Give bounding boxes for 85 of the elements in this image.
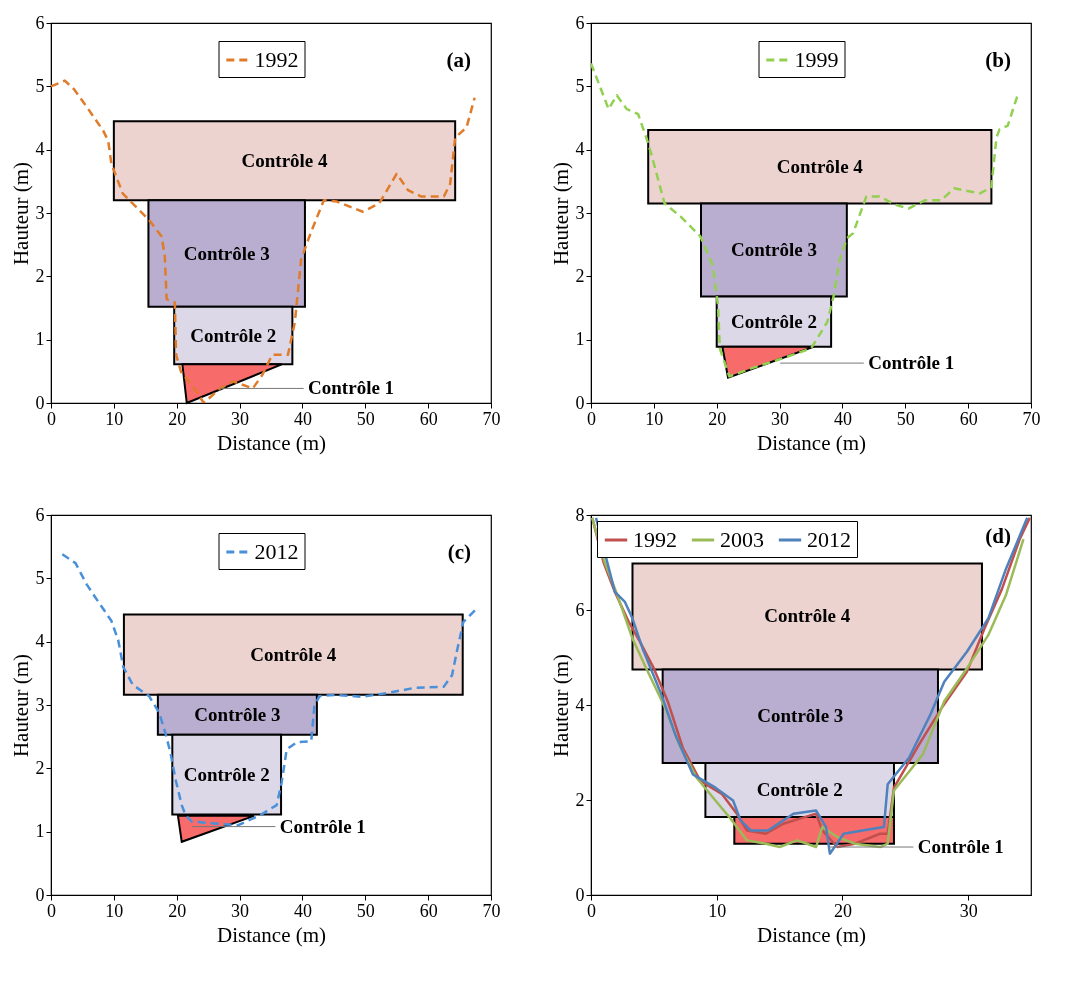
- text: (a): [446, 48, 471, 72]
- y-tick-label: 1: [575, 329, 585, 350]
- y-axis-title: Hauteur (m): [548, 653, 573, 758]
- y-tick-label: 6: [35, 504, 45, 525]
- x-tick-label: 20: [833, 900, 852, 921]
- line-series: [51, 79, 476, 403]
- y-tick-label: 2: [35, 757, 45, 778]
- annotation: Contrôle 1: [868, 352, 955, 374]
- x-tick-label: 50: [356, 408, 375, 429]
- y-tick-label: 0: [35, 884, 45, 905]
- y-tick-label: 8: [575, 504, 585, 525]
- text: (c): [447, 540, 471, 564]
- y-tick-label: 5: [35, 567, 45, 588]
- annotation: Contrôle 1: [279, 815, 366, 837]
- annotation: Contrôle 3: [194, 703, 281, 725]
- x-axis-title: Distance (m): [756, 430, 867, 455]
- x-tick-label: 40: [293, 900, 312, 921]
- annotation: Contrôle 2: [190, 324, 277, 346]
- y-tick-label: 3: [575, 202, 585, 223]
- x-tick-label: 50: [896, 408, 915, 429]
- y-tick-label: 1: [35, 821, 45, 842]
- legend-label: 2012: [254, 539, 299, 564]
- y-tick-label: 5: [575, 75, 585, 96]
- y-tick-label: 4: [575, 694, 585, 715]
- legend-label: 1992: [633, 527, 677, 552]
- y-tick-label: 2: [35, 265, 45, 286]
- y-axis-title: Hauteur (m): [8, 653, 33, 758]
- x-tick-label: 20: [168, 408, 187, 429]
- y-tick-label: 6: [35, 12, 45, 33]
- x-tick-label: 10: [105, 408, 124, 429]
- y-tick-label: 2: [575, 265, 585, 286]
- annotation: Contrôle 3: [730, 239, 817, 261]
- chart-title: (d): [985, 524, 1011, 548]
- x-tick-label: 30: [231, 900, 250, 921]
- annotation: Contrôle 2: [183, 763, 270, 785]
- x-tick-label: 70: [1022, 408, 1041, 429]
- y-axis-title: Hauteur (m): [8, 161, 33, 266]
- x-tick-label: 20: [708, 408, 727, 429]
- y-axis-title: Hauteur (m): [548, 161, 573, 266]
- y-tick-label: 2: [575, 789, 585, 810]
- x-tick-label: 30: [959, 900, 978, 921]
- annotation: Contrôle 2: [730, 310, 817, 332]
- y-tick-label: 0: [575, 392, 585, 413]
- annotation: Contrôle 4: [764, 605, 851, 627]
- x-tick-label: 50: [356, 900, 375, 921]
- annotation: Contrôle 4: [241, 149, 329, 171]
- annotation: Contrôle 3: [183, 242, 270, 264]
- annotation: Contrôle 3: [757, 705, 844, 727]
- x-tick-label: 30: [231, 408, 250, 429]
- x-tick-label: 60: [419, 900, 438, 921]
- text: (b): [985, 48, 1011, 72]
- y-tick-label: 6: [575, 599, 585, 620]
- legend-label: 2003: [720, 527, 764, 552]
- annotation: Contrôle 2: [756, 779, 843, 801]
- y-tick-label: 5: [35, 75, 45, 96]
- x-axis-title: Distance (m): [216, 430, 327, 455]
- y-tick-label: 4: [35, 139, 45, 160]
- y-tick-label: 6: [575, 12, 585, 33]
- x-axis-title: Distance (m): [216, 922, 327, 947]
- x-tick-label: 10: [645, 408, 664, 429]
- y-tick-label: 4: [575, 139, 585, 160]
- x-tick-label: 30: [771, 408, 790, 429]
- y-tick-label: 1: [35, 329, 45, 350]
- x-tick-label: 70: [482, 408, 501, 429]
- legend-label: 1992: [254, 47, 299, 72]
- x-tick-label: 10: [708, 900, 727, 921]
- y-tick-label: 4: [35, 631, 45, 652]
- y-tick-label: 3: [35, 694, 45, 715]
- legend-label: 1999: [794, 47, 839, 72]
- y-tick-label: 0: [575, 884, 585, 905]
- x-tick-label: 60: [959, 408, 978, 429]
- legend-label: 2012: [807, 527, 851, 552]
- annotation: Contrôle 1: [308, 377, 395, 399]
- x-tick-label: 10: [105, 900, 124, 921]
- x-tick-label: 20: [168, 900, 187, 921]
- annotation: Contrôle 4: [250, 643, 337, 665]
- x-tick-label: 60: [419, 408, 438, 429]
- x-tick-label: 40: [293, 408, 312, 429]
- x-tick-label: 70: [482, 900, 501, 921]
- x-axis-title: Distance (m): [756, 922, 867, 947]
- annotation: Contrôle 4: [776, 155, 864, 177]
- y-tick-label: 0: [35, 392, 45, 413]
- y-tick-label: 3: [35, 202, 45, 223]
- annotation: Contrôle 1: [917, 836, 1004, 858]
- x-tick-label: 40: [833, 408, 852, 429]
